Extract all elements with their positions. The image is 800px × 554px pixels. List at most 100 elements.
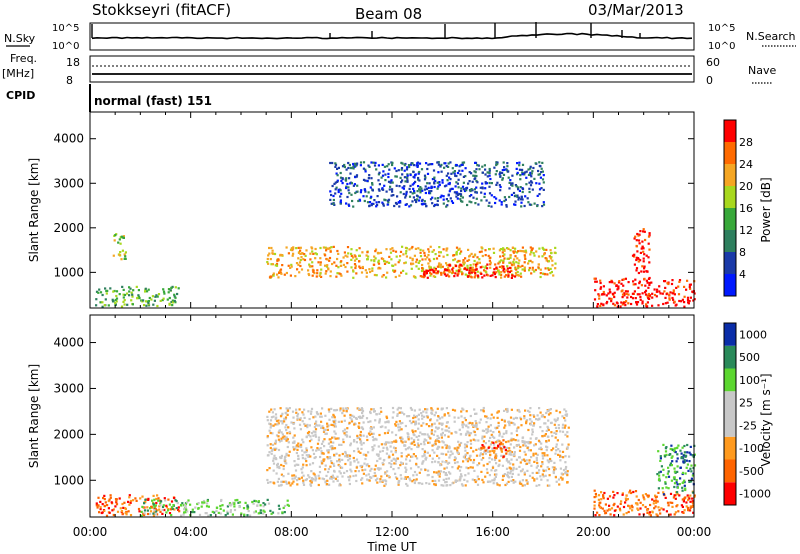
power-cell <box>414 174 417 177</box>
power-cell <box>399 176 402 179</box>
power-cell <box>352 184 355 187</box>
velocity-cell <box>437 415 440 418</box>
velocity-cell <box>539 426 542 429</box>
power-cell <box>642 230 645 233</box>
power-cell <box>358 247 361 250</box>
velocity-ytick-label: 1000 <box>53 473 84 487</box>
velocity-cell <box>283 437 286 440</box>
velocity-cell <box>475 422 478 425</box>
power-cell <box>443 166 446 169</box>
power-cell <box>428 182 431 185</box>
velocity-cell <box>500 449 503 452</box>
power-cell <box>305 249 308 252</box>
velocity-cell <box>681 481 684 484</box>
velocity-cell <box>549 408 552 411</box>
velocity-cell <box>357 450 360 453</box>
power-cell <box>673 300 676 303</box>
velocity-cell <box>671 460 674 463</box>
power-cell <box>340 274 343 277</box>
velocity-cell <box>414 420 417 423</box>
velocity-cell <box>357 470 360 473</box>
power-cell <box>455 195 458 198</box>
velocity-cell <box>560 472 563 475</box>
velocity-cell <box>523 440 526 443</box>
velocity-cell <box>528 474 532 477</box>
power-cell <box>637 257 640 260</box>
power-cell <box>421 198 424 201</box>
velocity-cell <box>337 420 340 423</box>
velocity-cell <box>391 453 395 456</box>
velocity-cell <box>517 439 520 442</box>
power-cell <box>392 249 395 252</box>
velocity-cell <box>160 500 163 503</box>
velocity-cell <box>274 448 277 451</box>
velocity-cell <box>621 493 624 496</box>
power-cell <box>622 278 625 281</box>
power-cell <box>376 203 379 207</box>
velocity-cell <box>349 468 352 471</box>
velocity-cell <box>521 441 524 444</box>
power-cell <box>500 273 503 276</box>
power-cell <box>455 191 458 194</box>
velocity-cell <box>486 450 489 453</box>
power-cell <box>635 258 638 262</box>
velocity-cell <box>458 469 462 472</box>
velocity-cell <box>410 437 413 440</box>
power-cell <box>643 230 646 233</box>
velocity-cell <box>259 504 262 507</box>
station-title: Stokkseyri (fitACF) <box>92 1 231 19</box>
velocity-cell <box>552 447 555 450</box>
power-cell <box>300 268 304 271</box>
velocity-cell <box>613 494 616 497</box>
power-cell <box>468 171 471 174</box>
power-cell <box>311 261 314 264</box>
velocity-cell <box>296 448 299 451</box>
velocity-cell <box>536 477 539 480</box>
power-cell <box>597 293 600 296</box>
velocity-cell <box>456 461 459 464</box>
velocity-cell <box>276 466 279 469</box>
power-cell <box>646 295 649 298</box>
velocity-cell <box>689 506 692 509</box>
velocity-cell <box>624 497 627 500</box>
velocity-cell <box>410 408 414 411</box>
power-cell <box>632 283 635 286</box>
velocity-cell <box>688 480 691 483</box>
velocity-cell <box>401 462 404 465</box>
velocity-cell <box>349 442 352 445</box>
velocity-cell <box>311 432 314 435</box>
power-cell <box>363 188 367 191</box>
velocity-cell <box>371 446 374 449</box>
power-cell <box>371 267 374 270</box>
power-cell <box>671 292 674 295</box>
power-cell <box>436 203 439 206</box>
velocity-cell <box>430 429 434 432</box>
velocity-cell <box>434 430 437 433</box>
velocity-cell <box>154 508 157 511</box>
velocity-cell <box>268 429 271 432</box>
power-cell <box>507 273 510 276</box>
velocity-cell <box>440 433 443 437</box>
velocity-cell <box>559 454 562 457</box>
x-axis: 00:00 04:00 08:00 12:00 16:00 20:00 00:00 <box>73 112 711 539</box>
power-cell <box>507 274 510 277</box>
power-cell <box>391 264 394 267</box>
velocity-cell <box>472 424 475 427</box>
power-cell <box>352 162 355 166</box>
velocity-cell <box>550 431 553 434</box>
velocity-cell <box>412 420 415 423</box>
power-cell <box>476 262 479 265</box>
velocity-cell <box>324 468 327 471</box>
velocity-cell <box>488 474 491 477</box>
velocity-cell <box>177 508 180 511</box>
velocity-cell <box>612 504 615 507</box>
velocity-cell <box>269 509 272 512</box>
velocity-cell <box>448 430 451 433</box>
power-cell <box>121 249 124 252</box>
power-cell <box>664 296 667 299</box>
power-cell <box>382 188 385 191</box>
velocity-cell <box>378 419 381 423</box>
velocity-cell <box>487 446 490 449</box>
velocity-cell <box>476 427 479 431</box>
